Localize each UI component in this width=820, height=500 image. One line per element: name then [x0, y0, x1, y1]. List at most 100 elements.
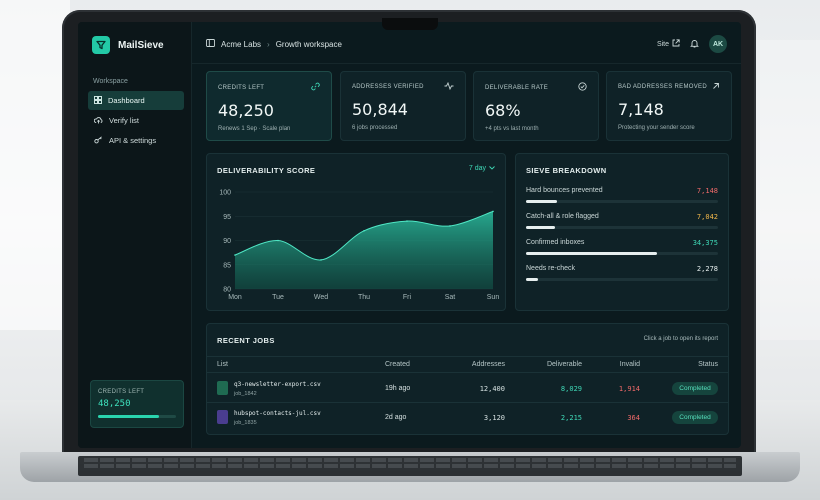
- job-addresses: 3,120: [483, 414, 505, 422]
- table-row[interactable]: q3-newsletter-export.csv job_1842 19h ag…: [207, 374, 728, 403]
- table-row[interactable]: hubspot-contacts-jul.csv job_1835 2d ago…: [207, 403, 728, 432]
- stat-label: CREDITS LEFT: [218, 84, 265, 91]
- score-point: [277, 239, 279, 242]
- stat-card-bad-addresses: BAD ADDRESSES REMOVED 7,148 Protecting y…: [606, 71, 732, 141]
- score-point: [363, 230, 365, 232]
- upload-cloud-icon: [93, 116, 103, 126]
- stat-subtext: Protecting your sender score: [618, 125, 695, 131]
- camera-notch: [382, 18, 438, 30]
- x-tick-label: Sat: [445, 294, 456, 301]
- sidebar-section-label: Workspace: [93, 78, 128, 85]
- stat-subtext: +4 pts vs last month: [485, 126, 539, 132]
- stat-value: 48,250: [218, 101, 274, 120]
- app-name: MailSieve: [118, 39, 164, 51]
- sidebar-item-label: API & settings: [109, 136, 157, 145]
- score-area: [235, 211, 493, 289]
- background-window: [760, 40, 820, 340]
- table-header: List Created Addresses Deliverable Inval…: [207, 356, 728, 373]
- link-icon: [311, 82, 320, 93]
- score-point: [406, 220, 408, 222]
- bell-icon[interactable]: [690, 39, 699, 50]
- site-link[interactable]: Site: [657, 39, 680, 49]
- x-tick-label: Thu: [358, 294, 370, 301]
- stat-value: 50,844: [352, 100, 408, 119]
- job-created: 19h ago: [385, 385, 411, 392]
- breakdown-value: 34,375: [692, 239, 718, 247]
- sieve-breakdown-panel: SIEVE BREAKDOWN Hard bounces prevented 7,…: [515, 153, 729, 311]
- job-invalid: 1,914: [618, 385, 640, 393]
- stat-card-deliverable-rate: DELIVERABLE RATE 68% +4 pts vs last mont…: [473, 71, 599, 141]
- sidebar-toggle-icon[interactable]: [206, 39, 215, 49]
- y-tick-label: 95: [223, 214, 231, 221]
- stat-label: BAD ADDRESSES REMOVED: [618, 84, 707, 90]
- sidebar-item-label: Dashboard: [108, 96, 145, 105]
- sidebar-credits-card: CREDITS LEFT 48,250: [90, 380, 184, 428]
- credits-value: 48,250: [98, 399, 131, 409]
- x-tick-label: Tue: [272, 294, 284, 301]
- column-header-invalid[interactable]: Invalid: [619, 361, 640, 368]
- breakdown-value: 2,278: [696, 265, 718, 273]
- site-link-label: Site: [656, 40, 669, 48]
- y-tick-label: 90: [223, 238, 231, 245]
- laptop-keyboard: [78, 456, 742, 476]
- breakdown-bar: [526, 278, 538, 281]
- score-point: [449, 225, 451, 227]
- column-header-deliverable[interactable]: Deliverable: [546, 361, 582, 368]
- x-tick-label: Mon: [228, 294, 242, 301]
- breakdown-label: Confirmed inboxes: [526, 239, 585, 246]
- jobs-hint: Click a job to open its report: [643, 336, 718, 342]
- sidebar-item-api-settings[interactable]: API & settings: [88, 131, 184, 150]
- stat-card-addresses-verified: ADDRESSES VERIFIED 50,844 6 jobs process…: [340, 71, 466, 141]
- breakdown-bar: [526, 252, 657, 255]
- job-id: job_1835: [234, 420, 257, 426]
- topbar-actions: Site AK: [657, 35, 727, 53]
- breakdown-row-confirmed: Confirmed inboxes 34,375: [526, 239, 718, 255]
- file-csv-icon: [217, 381, 228, 395]
- column-header-addresses[interactable]: Addresses: [471, 361, 505, 368]
- x-tick-label: Sun: [487, 294, 500, 301]
- column-header-created[interactable]: Created: [385, 361, 410, 368]
- sidebar-item-dashboard[interactable]: Dashboard: [88, 91, 184, 110]
- breakdown-label: Hard bounces prevented: [526, 187, 603, 194]
- grid-icon: [94, 95, 102, 106]
- y-tick-label: 80: [223, 287, 231, 294]
- sidebar-item-verify-list[interactable]: Verify list: [88, 111, 184, 130]
- sidebar-nav: Dashboard Verify list API & settings: [88, 91, 184, 151]
- x-tick-label: Fri: [403, 294, 412, 301]
- brand[interactable]: MailSieve: [92, 36, 164, 54]
- funnel-icon: [92, 36, 110, 54]
- deliverability-score-panel: DELIVERABILITY SCORE 7 day 100 95 90 85 80 Mo…: [206, 153, 506, 311]
- credits-label: CREDITS LEFT: [98, 389, 145, 395]
- sidebar: MailSieve Workspace Dashboard Verify lis…: [78, 22, 192, 448]
- background-window: [0, 0, 70, 330]
- job-addresses: 12,400: [479, 385, 505, 393]
- column-header-list[interactable]: List: [217, 361, 228, 368]
- breadcrumb-org[interactable]: Acme Labs: [221, 39, 262, 49]
- topbar: Acme Labs › Growth workspace Site AK: [192, 22, 741, 64]
- avatar[interactable]: AK: [709, 35, 727, 53]
- stat-label: ADDRESSES VERIFIED: [352, 84, 424, 90]
- score-point: [492, 210, 494, 213]
- sidebar-item-label: Verify list: [109, 116, 140, 125]
- y-tick-label: 85: [223, 262, 231, 269]
- y-tick-label: 100: [219, 190, 231, 197]
- score-point: [234, 254, 236, 256]
- score-point: [320, 259, 322, 261]
- panel-title: SIEVE BREAKDOWN: [526, 166, 607, 175]
- breakdown-bar: [526, 226, 555, 229]
- breakdown-row-catch-all: Catch-all & role flagged 7,042: [526, 213, 718, 229]
- file-csv-icon: [217, 410, 228, 424]
- key-icon: [94, 135, 103, 146]
- job-invalid: 364: [627, 414, 640, 422]
- recent-jobs-panel: RECENT JOBS Click a job to open its repo…: [206, 323, 729, 435]
- column-header-status[interactable]: Status: [698, 361, 718, 368]
- stat-subtext: 6 jobs processed: [352, 125, 398, 131]
- breadcrumb-workspace[interactable]: Growth workspace: [275, 39, 342, 49]
- activity-icon: [444, 81, 454, 92]
- range-select[interactable]: 7 day: [469, 165, 495, 172]
- status-badge: Completed: [672, 411, 718, 424]
- breakdown-value: 7,042: [696, 213, 718, 221]
- breakdown-row-needs-recheck: Needs re-check 2,278: [526, 265, 718, 281]
- stat-subtext: Renews 1 Sep · Scale plan: [218, 126, 291, 132]
